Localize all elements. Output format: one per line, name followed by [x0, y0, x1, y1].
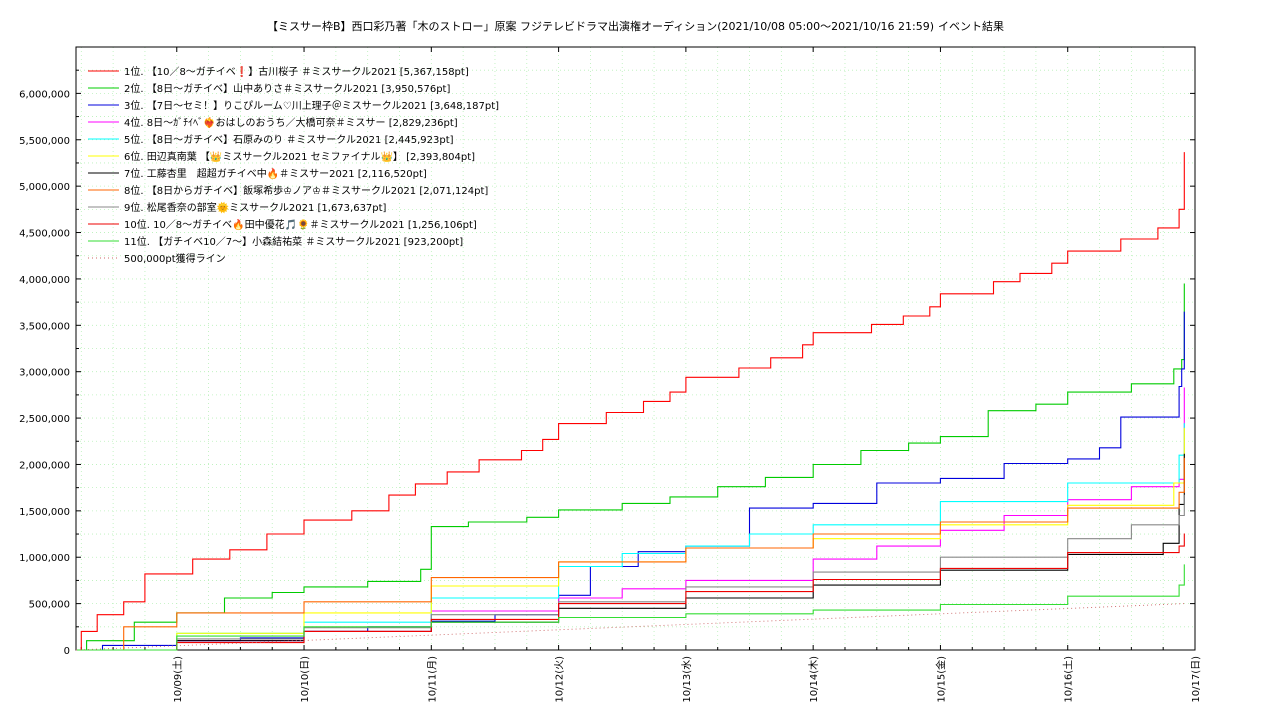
series-line-2	[76, 283, 1185, 651]
x-tick-label: 10/16(土)	[1062, 656, 1075, 703]
series-line-6	[76, 427, 1185, 651]
x-tick-label: 10/15(金)	[934, 656, 947, 703]
y-tick-label: 3,500,000	[19, 321, 70, 332]
x-tick-label: 10/17(日)	[1191, 656, 1202, 703]
x-tick-label: 10/10(日)	[300, 656, 311, 703]
series-line-8	[76, 457, 1185, 651]
axes: 0 500,000 1,000,000 1,500,000 2,000,000 2,500…	[19, 47, 1202, 703]
y-tick-label: 5,500,000	[19, 136, 70, 147]
legend-label-3: 3位. 【7日〜セミ！】りこぴルーム♡川上理子＠ミスサークル2021 [3,64…	[124, 99, 499, 112]
legend-label-11: 11位. 【ガチイベ10／7〜】小森結祐菜 ＃ミスサークル2021 [923,2…	[124, 235, 463, 248]
y-tick-label: 6,000,000	[19, 89, 70, 100]
legend-label-12: 500,000pt獲得ライン	[124, 252, 226, 265]
legend-label-8: 8位. 【8日からガチイベ】飯塚希歩♔ノア♔＃ミスサークル2021 [2,071…	[124, 184, 488, 197]
legend-label-9: 9位. 松尾香奈の部室🌞ミスサークル2021 [1,673,637pt]	[124, 201, 387, 214]
legend-label-5: 5位. 【8日〜ガチイベ】石原みのり ＃ミスサークル2021 [2,445,92…	[124, 133, 454, 146]
series-line-11	[76, 564, 1185, 651]
series-line-9	[76, 494, 1185, 651]
legend-label-6: 6位. 田辺真南葉 【👑ミスサークル2021 セミファイナル👑】 [2,393,…	[124, 150, 475, 163]
legend-label-10: 10位. 10／8〜ガチイベ🔥田中優花🎵🌻＃ミスサークル2021 [1,256,…	[124, 218, 477, 231]
y-tick-label: 1,500,000	[19, 507, 70, 518]
series-line-7	[76, 453, 1185, 651]
series-lines	[75, 152, 1185, 651]
series-line-3	[76, 311, 1185, 651]
series-line-5	[76, 423, 1185, 651]
y-tick-label: 2,000,000	[19, 460, 70, 471]
y-tick-label: 5,000,000	[19, 182, 70, 193]
series-line-10	[76, 533, 1185, 651]
y-tick-label: 0	[64, 646, 70, 657]
x-tick-label: 10/13(水)	[681, 656, 693, 703]
legend-label-7: 7位. 工藤杏里 超超ガチイベ中🔥＃ミスサー2021 [2,116,520pt]	[124, 167, 427, 180]
legend-label-2: 2位. 【8日〜ガチイベ】山中ありさ＃ミスサークル2021 [3,950,576…	[124, 82, 450, 95]
y-tick-label: 4,000,000	[19, 275, 70, 286]
series-line-1	[76, 152, 1185, 651]
y-tick-label: 3,000,000	[19, 368, 70, 379]
y-tick-label: 500,000	[29, 600, 70, 611]
grid	[76, 47, 1196, 650]
x-tick-label: 10/11(月)	[426, 656, 438, 703]
legend-label-4: 4位. 8日〜ｶﾞﾁｲﾍﾞ❤️‍🔥おはしのおうち／大橋可奈＃ミスサー [2,82…	[124, 116, 458, 129]
chart-title: 【ミスサー枠B】西口彩乃著「木のストロー」原案 フジテレビドラマ出演権オーディシ…	[267, 19, 934, 33]
legend-label-1: 1位. 【10／8〜ガチイベ❗】古川桜子 ＃ミスサークル2021 [5,367,…	[124, 65, 469, 78]
x-tick-label: 10/12(火)	[554, 656, 566, 703]
y-tick-label: 2,500,000	[19, 414, 70, 425]
x-tick-label: 10/09(土)	[171, 656, 184, 703]
x-tick-label: 10/14(木)	[808, 656, 820, 703]
series-line-12	[75, 603, 1185, 651]
chart-subtitle: イベント結果	[938, 19, 1004, 33]
y-tick-label: 4,500,000	[19, 229, 70, 240]
y-tick-label: 1,000,000	[19, 553, 70, 564]
legend: 1位. 【10／8〜ガチイベ❗】古川桜子 ＃ミスサークル2021 [5,367,…	[88, 65, 499, 265]
series-line-4	[76, 387, 1185, 651]
